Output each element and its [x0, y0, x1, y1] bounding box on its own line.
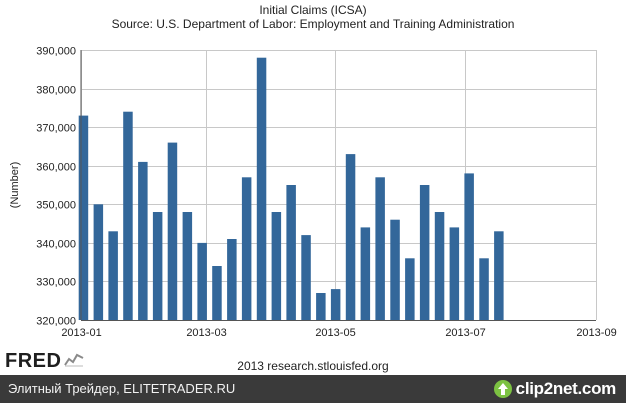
brand-text: clip2net.com	[515, 379, 617, 398]
bar	[345, 154, 356, 320]
footer-text: Элитный Трейдер, ELITETRADER.RU	[8, 381, 236, 396]
bar	[241, 177, 252, 320]
x-tick-label: 2013-09	[576, 327, 616, 339]
y-tick-label: 370,000	[36, 123, 76, 135]
y-tick-label: 340,000	[36, 239, 76, 251]
bar	[138, 161, 148, 320]
bar	[108, 231, 118, 320]
chart-subtitle: Source: U.S. Department of Labor: Employ…	[111, 17, 515, 31]
bar	[123, 111, 133, 320]
y-tick-label: 330,000	[36, 277, 76, 289]
bar	[182, 212, 193, 320]
bar	[78, 115, 89, 320]
bar	[212, 266, 222, 320]
footer-bar: Элитный Трейдер, ELITETRADER.RU clip2net…	[0, 375, 626, 403]
bar	[479, 258, 489, 320]
x-tick-label: 2013-05	[315, 327, 355, 339]
y-tick-label: 320,000	[36, 316, 76, 328]
bar	[330, 289, 341, 320]
fred-logo: FRED	[5, 350, 62, 372]
bar	[464, 173, 474, 320]
bar	[375, 177, 385, 320]
upload-arrow-icon	[493, 380, 512, 398]
bar	[419, 185, 430, 320]
fred-chart-icon	[64, 350, 84, 368]
y-tick-label: 380,000	[36, 85, 76, 97]
y-axis-label: (Number)	[9, 162, 21, 208]
bar	[405, 258, 415, 320]
chart-canvas: 320,000 330,000 340,000 350,000 360,000 370,0…	[9, 46, 617, 340]
x-tick-labels: 2013-01 2013-03 2013-05 2013-07 2013-09	[61, 327, 616, 339]
bar	[286, 185, 296, 320]
chart-title: Initial Claims (ICSA)	[259, 3, 367, 17]
bar	[152, 212, 163, 320]
bar	[256, 57, 267, 320]
bar	[301, 235, 311, 320]
bar	[227, 239, 237, 320]
y-tick-label: 350,000	[36, 200, 76, 212]
y-tick-label: 390,000	[36, 46, 76, 58]
bar	[197, 242, 207, 320]
bar	[93, 204, 104, 320]
clip2net-watermark: clip2net.com	[493, 378, 616, 400]
bar	[167, 142, 178, 320]
grid-lines	[81, 50, 597, 321]
bar	[360, 227, 371, 320]
bar	[494, 231, 504, 320]
axes	[80, 50, 596, 321]
bar	[316, 293, 326, 320]
x-tick-label: 2013-03	[186, 327, 226, 339]
y-tick-labels: 320,000 330,000 340,000 350,000 360,000 370,0…	[36, 46, 76, 328]
x-tick-label: 2013-01	[61, 327, 101, 339]
x-tick-label: 2013-07	[445, 327, 485, 339]
y-tick-label: 360,000	[36, 162, 76, 174]
bar	[449, 227, 460, 320]
bar	[434, 212, 445, 320]
bar	[271, 212, 282, 320]
bars	[78, 57, 504, 320]
bar	[390, 219, 400, 320]
source-credit: 2013 research.stlouisfed.org	[237, 359, 389, 373]
